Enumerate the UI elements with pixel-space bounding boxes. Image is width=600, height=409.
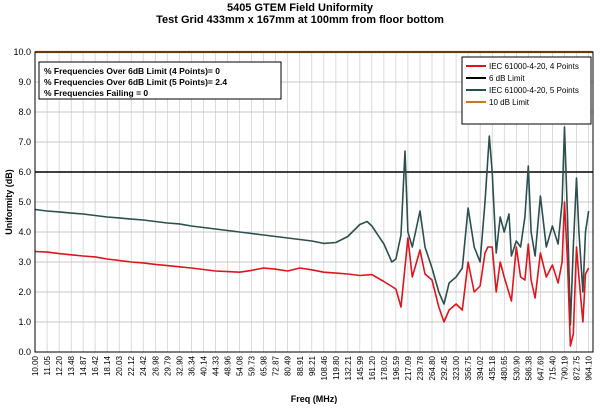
series-line-4-points [34,201,590,347]
legend-label-5-points: IEC 61000-4-20, 5 Points [489,86,579,95]
x-tick-label: 964.10 [585,355,594,380]
x-tick-label: 161.20 [368,355,377,380]
x-tick-label: 26.98 [151,355,160,376]
x-tick-label: 32.90 [175,355,184,376]
x-tick-label: 323.00 [452,355,461,380]
y-tick-label: 4.0 [18,227,31,237]
x-tick-label: 59.73 [248,355,257,376]
x-tick-label: 132.21 [344,355,353,380]
x-tick-labels: 10.00 11.05 12.20 13.48 14.87 16.42 18.14 20.03… [31,355,594,380]
x-tick-label: 872.75 [573,355,582,380]
x-tick-label: 790.19 [560,355,569,380]
y-tick-label: 0.0 [18,347,31,357]
x-tick-label: 24.42 [139,355,148,376]
x-tick-label: 54.08 [236,355,245,376]
annotation-line-3: % Frequencies Failing = 0 [44,88,148,98]
y-axis-label: Uniformity (dB) [4,169,14,235]
x-tick-label: 16.42 [91,355,100,376]
chart-title: 5405 GTEM Field Uniformity [226,2,374,14]
x-tick-label: 178.02 [380,355,389,380]
x-tick-label: 40.14 [199,355,208,376]
plot-border [34,51,594,353]
x-axis-label: Freq (MHz) [291,394,338,404]
x-tick-label: 44.33 [211,355,220,376]
legend-label-4-points: IEC 61000-4-20, 4 Points [489,62,579,71]
y-tick-label: 8.0 [18,107,31,117]
x-tick-label: 29.79 [163,355,172,376]
y-tick-label: 2.0 [18,287,31,297]
x-tick-label: 48.96 [223,355,232,376]
annotation-line-1: % Frequencies Over 6dB Limit (4 Points)=… [44,66,220,76]
x-tick-label: 586.38 [524,355,533,380]
legend-label-10db: 10 dB Limit [489,98,530,107]
x-tick-label: 647.69 [536,355,545,380]
x-tick-label: 264.80 [428,355,437,380]
x-tick-label: 435.18 [488,355,497,380]
x-tick-label: 394.02 [476,355,485,380]
x-tick-label: 10.00 [31,355,40,376]
x-tick-label: 11.05 [43,355,52,375]
data-series [34,126,590,347]
x-tick-label: 80.49 [284,355,293,376]
y-tick-label: 1.0 [18,317,31,327]
x-tick-label: 72.87 [272,355,281,376]
x-tick-label: 119.80 [332,355,341,379]
x-tick-label: 480.65 [500,355,509,380]
x-tick-label: 65.98 [260,355,269,376]
x-tick-label: 108.46 [320,355,329,380]
x-tick-label: 145.99 [356,355,365,380]
x-tick-label: 217.09 [404,355,413,380]
x-tick-label: 239.78 [416,355,425,380]
x-tick-label: 196.59 [392,355,401,380]
y-tick-label: 9.0 [18,77,31,87]
y-tick-label: 7.0 [18,137,31,147]
x-tick-label: 98.21 [308,355,317,376]
x-tick-label: 13.48 [67,355,76,376]
annotation-box: % Frequencies Over 6dB Limit (4 Points)=… [38,61,282,100]
x-tick-label: 18.14 [103,355,112,376]
x-tick-label: 530.90 [512,355,521,380]
x-tick-label: 88.91 [296,355,305,376]
legend: IEC 61000-4-20, 4 Points 6 dB Limit IEC … [461,56,592,125]
chart-subtitle: Test Grid 433mm x 167mm at 100mm from fl… [156,14,444,26]
x-tick-label: 22.12 [127,355,136,376]
x-tick-label: 20.03 [115,355,124,376]
x-tick-label: 36.34 [187,355,196,376]
x-tick-label: 715.40 [548,355,557,380]
legend-label-6db: 6 dB Limit [489,74,525,83]
x-tick-label: 12.20 [55,355,64,376]
x-tick-label: 292.45 [440,355,449,380]
y-tick-label: 10.0 [13,47,31,57]
x-tick-label: 14.87 [79,355,88,376]
series-line-5-points [34,126,590,326]
x-tick-label: 356.75 [464,355,473,380]
annotation-line-2: % Frequencies Over 6dB Limit (5 Points)=… [44,77,227,87]
y-tick-label: 3.0 [18,257,31,267]
y-tick-labels: 0.0 1.0 2.0 3.0 4.0 5.0 6.0 7.0 8.0 9.0 10.0 [13,47,31,357]
y-tick-label: 6.0 [18,167,31,177]
annotation-frame [38,61,282,100]
y-tick-label: 5.0 [18,197,31,207]
